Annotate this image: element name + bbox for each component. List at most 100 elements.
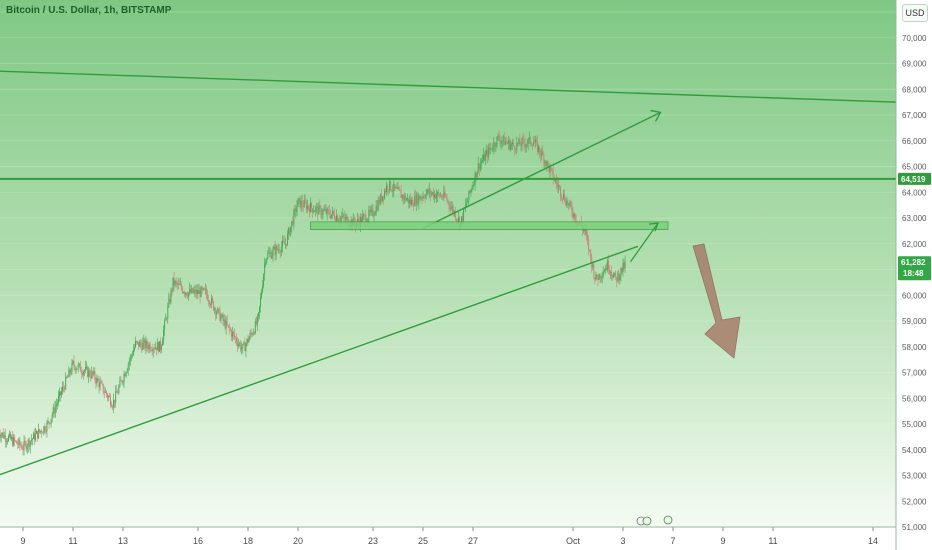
x-tick-label: 7 xyxy=(670,536,675,546)
candle xyxy=(21,446,23,450)
candle xyxy=(390,180,392,191)
candle xyxy=(19,439,21,446)
candle xyxy=(617,273,619,282)
candle xyxy=(151,350,153,352)
candle xyxy=(482,154,484,161)
candle xyxy=(559,185,560,187)
candle xyxy=(236,337,237,343)
candle xyxy=(231,332,233,337)
candle xyxy=(562,197,564,199)
candle xyxy=(585,230,586,232)
candle xyxy=(442,197,444,199)
candle xyxy=(347,216,349,225)
candle xyxy=(122,381,124,383)
candle xyxy=(487,150,489,158)
candle xyxy=(16,441,18,444)
candle xyxy=(313,211,315,213)
candle xyxy=(340,217,342,221)
y-tick-label: 51,000 xyxy=(902,523,927,532)
candle xyxy=(511,144,512,145)
candle xyxy=(382,196,384,199)
candle xyxy=(489,147,491,150)
candle xyxy=(30,439,32,442)
candle xyxy=(74,366,76,371)
candle xyxy=(116,390,118,393)
candle xyxy=(210,304,211,306)
candle xyxy=(218,308,220,310)
candle xyxy=(48,421,50,424)
candle xyxy=(294,208,296,212)
candle xyxy=(78,363,80,365)
candle xyxy=(572,213,574,218)
candle xyxy=(130,355,132,357)
candle xyxy=(563,194,565,199)
candle xyxy=(543,154,545,164)
candle xyxy=(531,144,533,146)
candle xyxy=(496,136,498,147)
candle xyxy=(571,206,573,214)
candle xyxy=(557,185,559,187)
candle xyxy=(38,429,40,439)
candle xyxy=(425,193,427,199)
candle xyxy=(81,373,83,375)
candle xyxy=(393,183,395,191)
candle xyxy=(114,399,116,403)
candle xyxy=(522,138,524,140)
candle xyxy=(455,218,457,220)
candle xyxy=(381,196,383,201)
ascending-trendline xyxy=(0,245,639,476)
candle xyxy=(105,391,107,395)
candle xyxy=(36,431,37,434)
candle xyxy=(259,306,260,313)
currency-button[interactable]: USD xyxy=(902,4,928,22)
candle xyxy=(211,298,212,305)
candle xyxy=(281,241,283,247)
candle xyxy=(498,135,500,140)
candle xyxy=(520,144,522,147)
candle xyxy=(61,391,62,396)
y-tick-label: 60,000 xyxy=(902,291,927,300)
candle xyxy=(505,141,507,143)
candle xyxy=(285,244,286,245)
candle xyxy=(119,380,121,387)
candle xyxy=(164,320,166,330)
candle xyxy=(41,430,43,433)
candle xyxy=(209,301,210,305)
candle xyxy=(445,196,447,198)
candle xyxy=(456,219,458,221)
candle xyxy=(537,140,539,152)
candle xyxy=(118,386,120,393)
candle xyxy=(10,433,11,439)
candle xyxy=(86,366,87,368)
candle xyxy=(565,201,567,206)
candle xyxy=(475,172,477,178)
candle xyxy=(612,275,614,278)
candle xyxy=(49,423,51,424)
candle xyxy=(449,205,451,210)
candle xyxy=(574,213,576,221)
candle xyxy=(0,435,1,438)
candle xyxy=(305,202,307,210)
candle xyxy=(607,260,609,270)
candle xyxy=(512,142,514,145)
candle xyxy=(375,205,377,214)
candle xyxy=(561,195,562,198)
candle xyxy=(548,164,550,173)
candle xyxy=(46,422,48,432)
candle xyxy=(205,288,207,295)
candle xyxy=(175,280,177,283)
candle xyxy=(273,247,275,250)
candle xyxy=(387,185,389,190)
candle xyxy=(145,340,147,349)
candle xyxy=(530,144,532,145)
candle xyxy=(194,289,196,292)
candle xyxy=(292,221,294,225)
candle xyxy=(272,249,274,256)
candle xyxy=(513,142,515,146)
candle xyxy=(419,195,421,200)
candle xyxy=(284,241,285,245)
candle xyxy=(427,189,429,193)
small-arrowhead xyxy=(648,222,659,232)
